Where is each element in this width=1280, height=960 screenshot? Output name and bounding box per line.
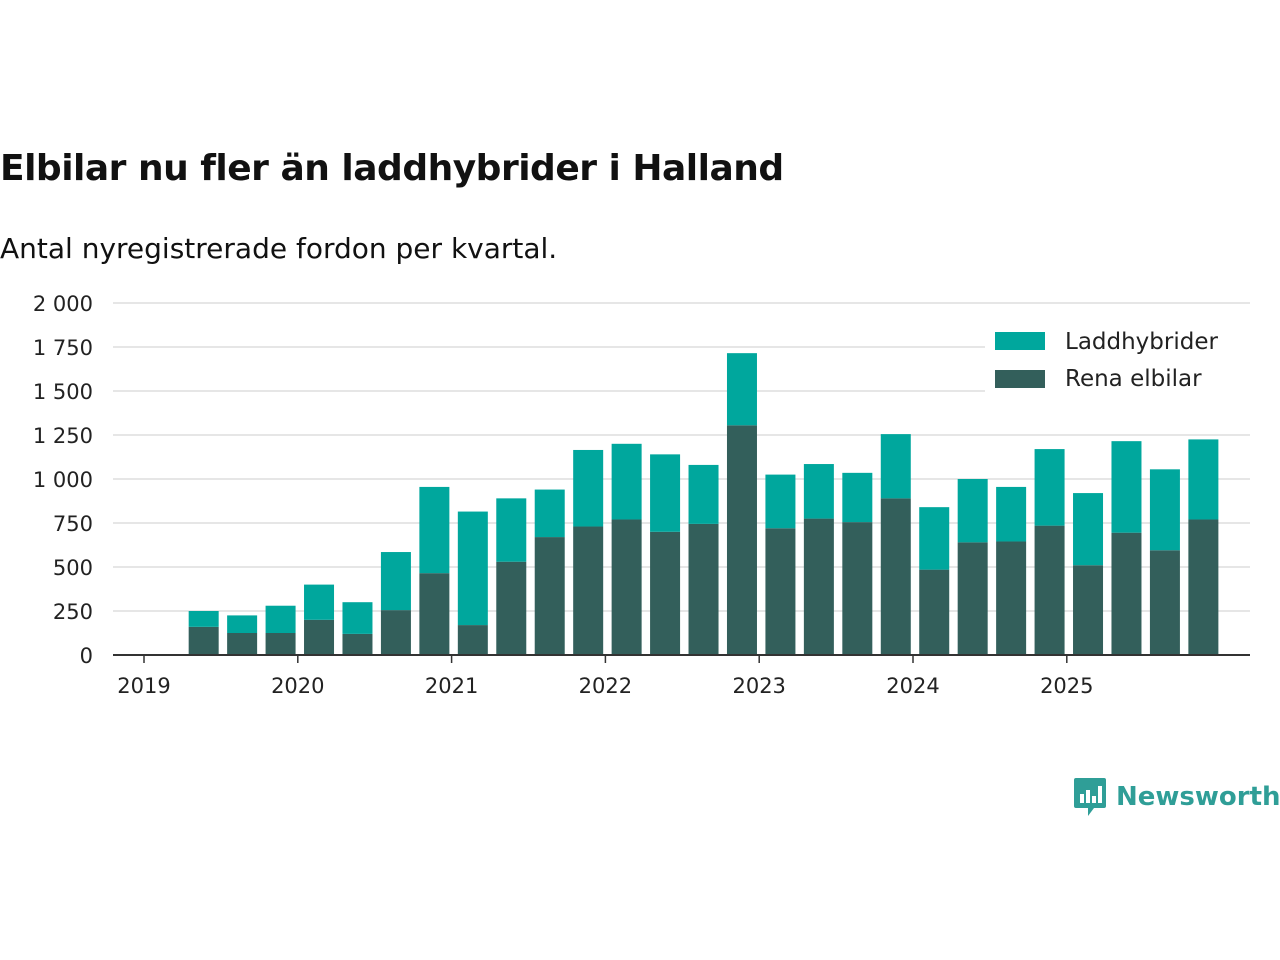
bar-laddhybrider bbox=[1111, 441, 1142, 533]
bar-laddhybrider bbox=[726, 353, 757, 426]
y-tick-label: 1 000 bbox=[33, 468, 93, 492]
bars bbox=[188, 353, 1219, 655]
legend: Laddhybrider Rena elbilar bbox=[985, 326, 1250, 408]
bar-rena-elbilar bbox=[1034, 525, 1065, 655]
bar-rena-elbilar bbox=[188, 626, 219, 655]
bar-laddhybrider bbox=[996, 486, 1027, 542]
bar-laddhybrider bbox=[1073, 493, 1104, 566]
bar-rena-elbilar bbox=[419, 573, 450, 655]
bar-rena-elbilar bbox=[765, 528, 796, 655]
bar-laddhybrider bbox=[611, 443, 642, 520]
y-tick-label: 750 bbox=[53, 512, 93, 536]
newsworthy-logo-icon bbox=[1074, 778, 1106, 816]
y-tick-label: 0 bbox=[80, 644, 93, 668]
bar-laddhybrider bbox=[457, 511, 488, 626]
bar-laddhybrider bbox=[957, 479, 988, 543]
bar-rena-elbilar bbox=[650, 531, 681, 655]
bar-rena-elbilar bbox=[803, 518, 834, 655]
bar-laddhybrider bbox=[650, 454, 681, 532]
bar-rena-elbilar bbox=[457, 625, 488, 655]
legend-swatch-rena-elbilar bbox=[995, 370, 1045, 388]
bar-rena-elbilar bbox=[304, 619, 335, 655]
x-tick-label: 2021 bbox=[425, 674, 478, 698]
bar-rena-elbilar bbox=[227, 633, 258, 655]
bar-laddhybrider bbox=[573, 449, 604, 527]
bar-rena-elbilar bbox=[611, 519, 642, 655]
bar-rena-elbilar bbox=[688, 523, 719, 655]
bar-rena-elbilar bbox=[534, 537, 565, 655]
legend-label-rena-elbilar: Rena elbilar bbox=[1065, 366, 1202, 392]
newsworthy-logo: Newsworthy bbox=[1072, 776, 1280, 818]
stacked-bar-chart: 0 250 500 750 1 000 1 250 1 500 1 750 2 000 2019… bbox=[33, 292, 1250, 698]
bar-laddhybrider bbox=[496, 498, 527, 562]
bar-laddhybrider bbox=[765, 474, 796, 529]
chart-title: Elbilar nu fler än laddhybrider i Hallan… bbox=[0, 148, 784, 189]
bar-laddhybrider bbox=[1188, 439, 1219, 520]
bar-laddhybrider bbox=[688, 464, 719, 524]
bar-laddhybrider bbox=[188, 611, 219, 627]
bar-rena-elbilar bbox=[265, 633, 296, 655]
bar-laddhybrider bbox=[1034, 449, 1065, 526]
logo-text: Newsworthy bbox=[1116, 782, 1280, 812]
y-tick-label: 500 bbox=[53, 556, 93, 580]
bar-rena-elbilar bbox=[726, 425, 757, 655]
bar-laddhybrider bbox=[803, 464, 834, 519]
bar-laddhybrider bbox=[534, 489, 565, 538]
x-axis: 2019 2020 2021 2022 2023 2024 2025 bbox=[113, 654, 1250, 698]
bar-rena-elbilar bbox=[1149, 550, 1180, 655]
x-tick-label: 2023 bbox=[732, 674, 785, 698]
gridlines bbox=[113, 302, 1250, 612]
y-tick-label: 2 000 bbox=[33, 292, 93, 316]
bar-laddhybrider bbox=[380, 552, 411, 611]
y-tick-label: 1 250 bbox=[33, 424, 93, 448]
y-tick-label: 250 bbox=[53, 600, 93, 624]
chart-subtitle: Antal nyregistrerade fordon per kvartal. bbox=[0, 232, 558, 265]
bar-laddhybrider bbox=[842, 472, 873, 523]
legend-label-laddhybrider: Laddhybrider bbox=[1065, 329, 1218, 355]
y-tick-label: 1 750 bbox=[33, 336, 93, 360]
bar-rena-elbilar bbox=[1073, 565, 1104, 655]
bar-laddhybrider bbox=[1149, 469, 1180, 551]
y-tick-label: 1 500 bbox=[33, 380, 93, 404]
bar-laddhybrider bbox=[265, 605, 296, 633]
x-tick-label: 2024 bbox=[886, 674, 939, 698]
bar-rena-elbilar bbox=[1188, 519, 1219, 655]
legend-swatch-laddhybrider bbox=[995, 332, 1045, 350]
bar-laddhybrider bbox=[919, 507, 950, 570]
bar-rena-elbilar bbox=[342, 633, 373, 655]
x-tick-label: 2019 bbox=[117, 674, 170, 698]
bar-laddhybrider bbox=[880, 434, 911, 499]
bar-laddhybrider bbox=[304, 584, 335, 620]
bar-rena-elbilar bbox=[496, 561, 527, 655]
bar-rena-elbilar bbox=[380, 610, 411, 655]
x-tick-label: 2020 bbox=[271, 674, 324, 698]
y-axis-ticks: 0 250 500 750 1 000 1 250 1 500 1 750 2 000 bbox=[33, 292, 93, 668]
bar-rena-elbilar bbox=[842, 522, 873, 655]
bar-rena-elbilar bbox=[880, 498, 911, 655]
bar-rena-elbilar bbox=[1111, 532, 1142, 655]
x-tick-label: 2025 bbox=[1040, 674, 1093, 698]
x-tick-label: 2022 bbox=[579, 674, 632, 698]
bar-rena-elbilar bbox=[919, 569, 950, 655]
bar-rena-elbilar bbox=[573, 526, 604, 655]
bar-rena-elbilar bbox=[957, 542, 988, 655]
bar-laddhybrider bbox=[419, 486, 450, 574]
bar-rena-elbilar bbox=[996, 541, 1027, 655]
bar-laddhybrider bbox=[227, 615, 258, 633]
bar-laddhybrider bbox=[342, 602, 373, 634]
